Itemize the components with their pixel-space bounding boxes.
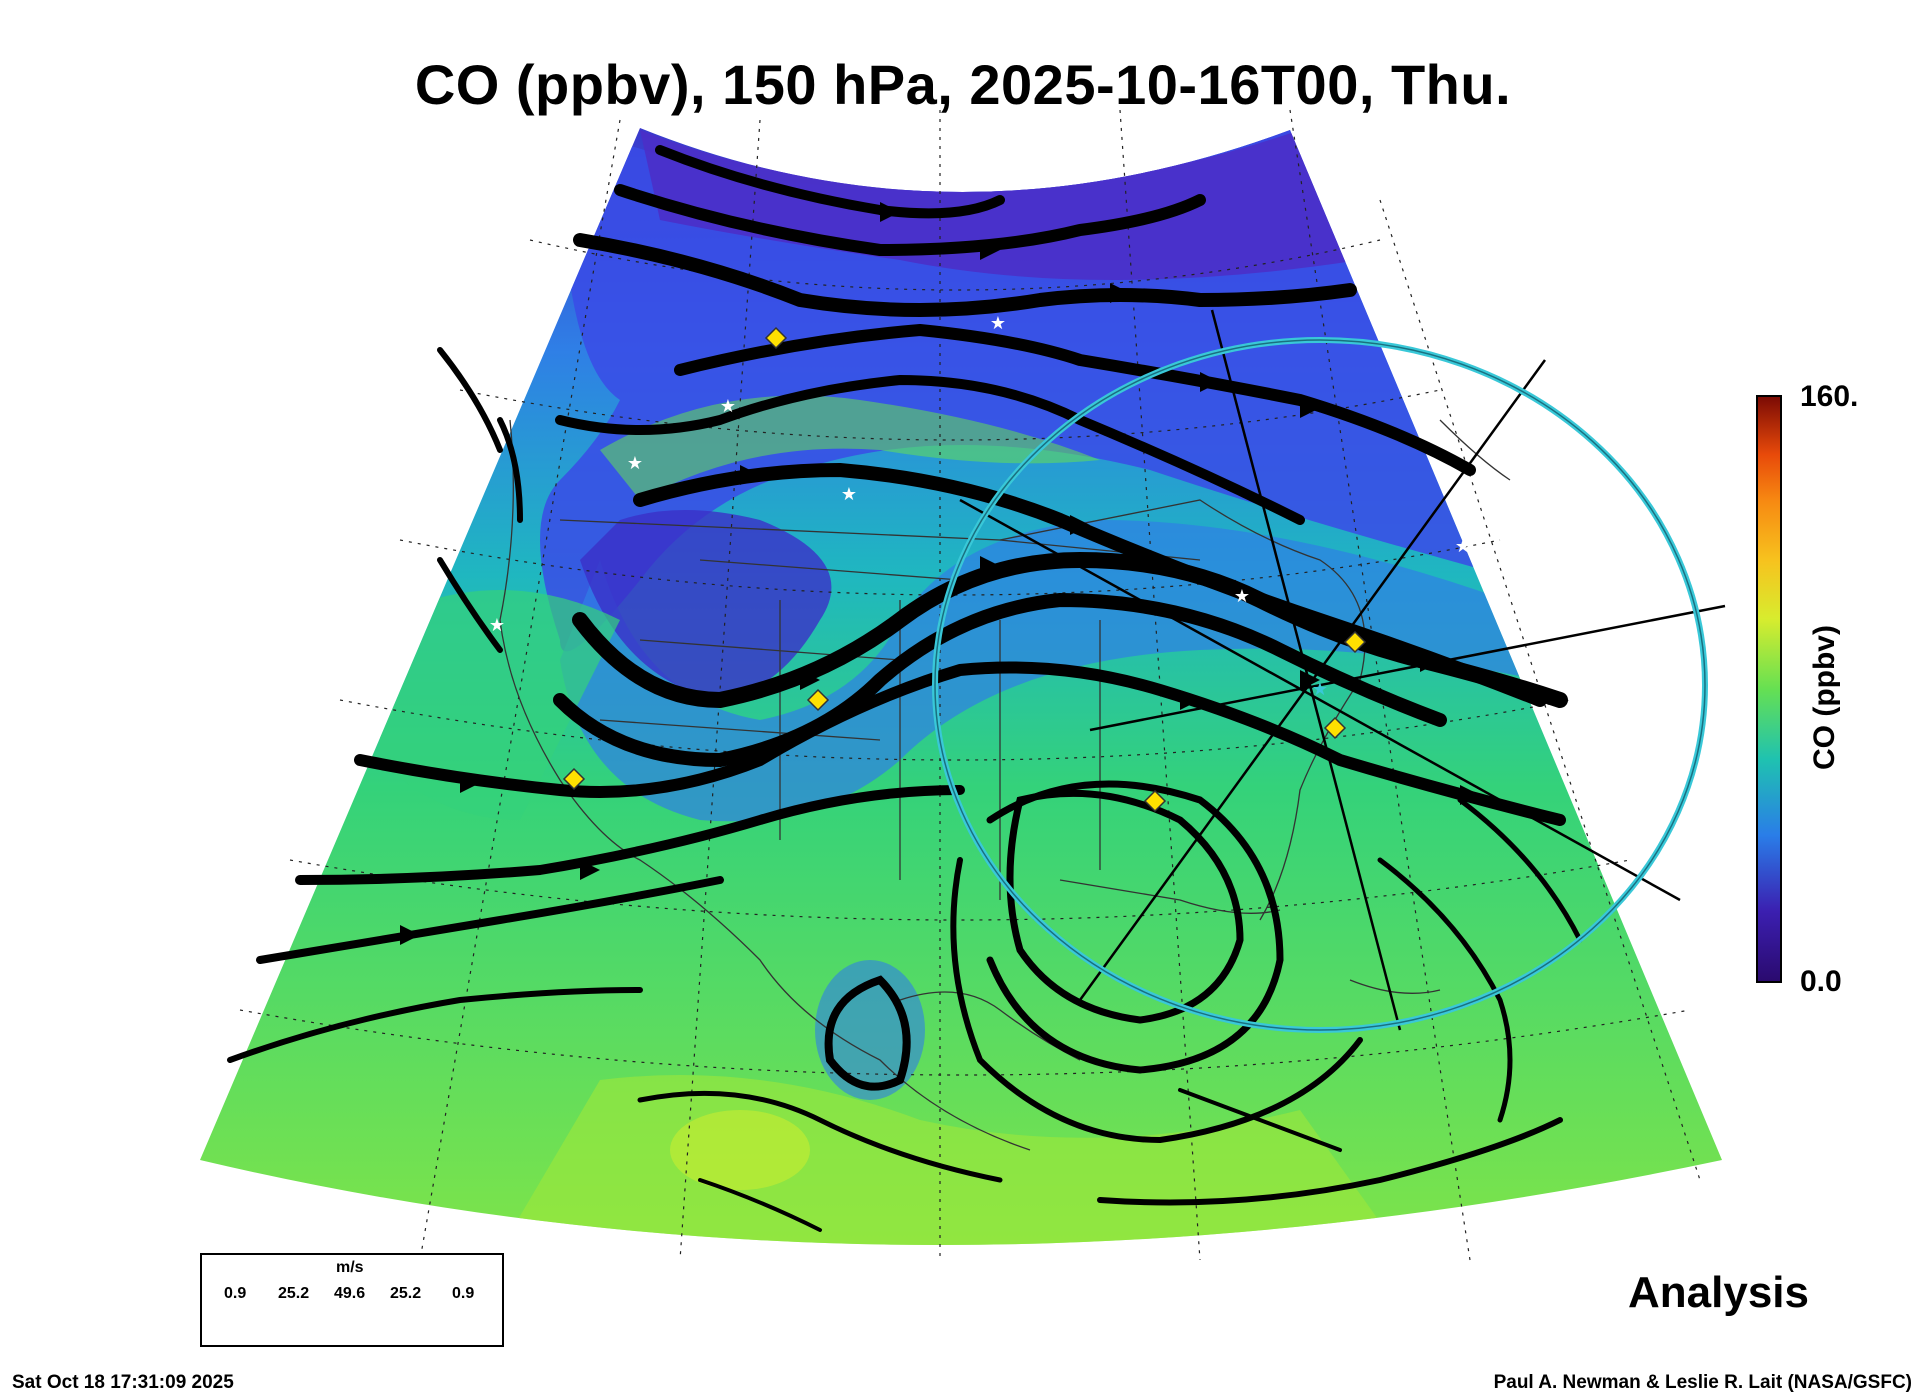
- star-icon: ★: [1234, 586, 1250, 607]
- wind-streamlines: [227, 145, 1583, 1232]
- star-icon: ★: [1312, 679, 1328, 700]
- legend-value: 25.2: [278, 1285, 310, 1302]
- wind-speed-legend: m/s 0.9 25.2 49.6 25.2 0.9: [200, 1253, 504, 1347]
- legend-value: 0.9: [452, 1285, 475, 1302]
- star-markers: ★ ★ ★ ★ ★ ★ ★ ★: [489, 313, 1471, 700]
- colorbar-title: CO (ppbv): [1808, 625, 1841, 770]
- star-icon: ★: [720, 396, 736, 417]
- footer-timestamp: Sat Oct 18 17:31:09 2025: [12, 1372, 234, 1393]
- legend-value: 25.2: [390, 1285, 422, 1302]
- range-ring-inner: [934, 339, 1706, 1031]
- colorbar: [1756, 395, 1782, 983]
- colorbar-max-label: 160.: [1800, 380, 1859, 413]
- legend-unit: m/s: [336, 1259, 364, 1276]
- legend-value: 49.6: [334, 1285, 366, 1302]
- analysis-label: Analysis: [1628, 1268, 1809, 1317]
- star-icon: ★: [489, 615, 505, 636]
- co-field: [200, 128, 1722, 1245]
- coastlines: [499, 419, 1511, 1151]
- streamline-arrows: [400, 202, 1480, 945]
- colorbar-min-label: 0.0: [1800, 965, 1842, 998]
- flight-tracks: [959, 309, 1726, 1031]
- diamond-markers: [562, 326, 1367, 813]
- star-icon: ★: [1455, 536, 1471, 557]
- map-title: CO (ppbv), 150 hPa, 2025-10-16T00, Thu.: [414, 53, 1512, 116]
- star-icon: ★: [627, 453, 643, 474]
- star-icon: ★: [841, 484, 857, 505]
- footer-credit: Paul A. Newman & Leslie R. Lait (NASA/GS…: [1493, 1372, 1912, 1393]
- star-icon: ★: [990, 313, 1006, 334]
- legend-value: 0.9: [224, 1285, 247, 1302]
